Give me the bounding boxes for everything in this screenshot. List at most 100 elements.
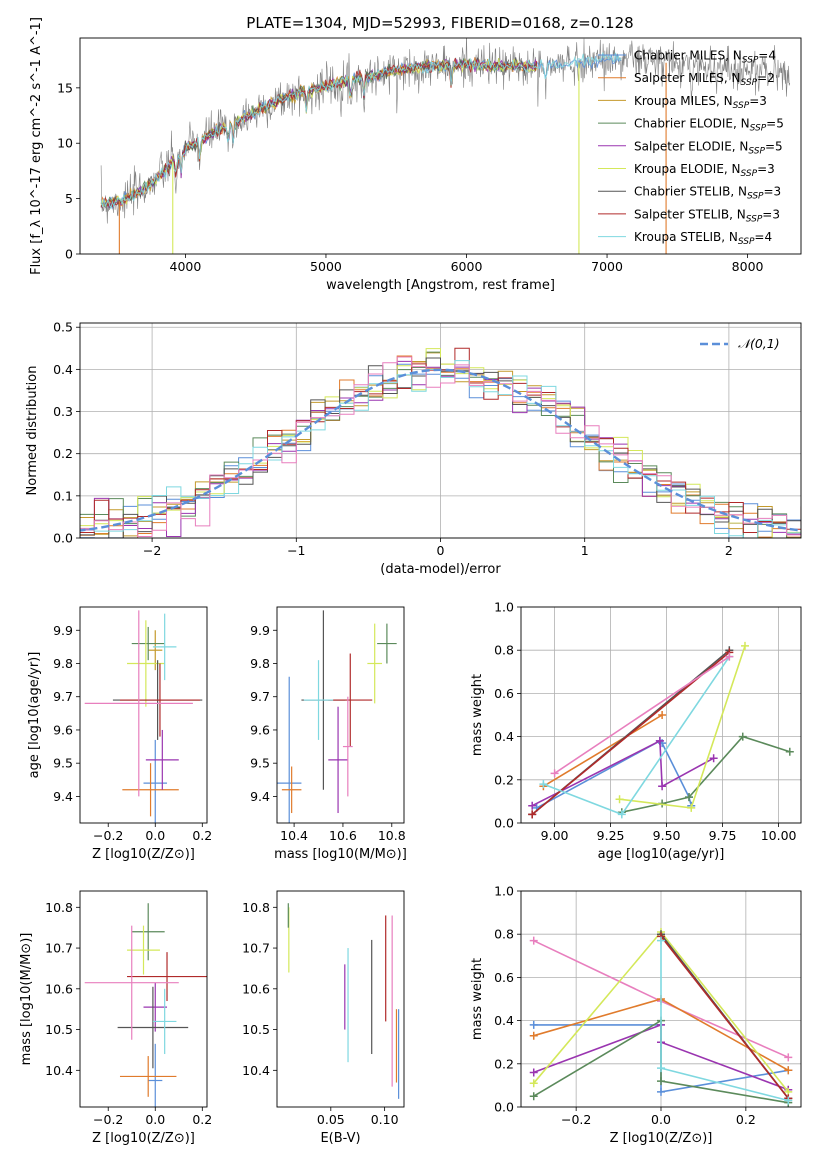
y-tick-label: 10.4 <box>242 1063 270 1078</box>
x-axis-label: wavelength [Angstrom, rest frame] <box>326 278 555 293</box>
y-tick-label: 10.5 <box>45 1022 73 1037</box>
x-axis-label: E(B-V) <box>320 1131 360 1146</box>
x-tick-label: −0.2 <box>93 828 123 843</box>
legend-label: 𝒩(0,1) <box>738 336 780 351</box>
legend-label: Kroupa ELODIE, NSSP=3 <box>634 162 775 179</box>
plot-area <box>80 347 801 538</box>
weight-point-marker <box>550 769 559 778</box>
x-tick-label: 2 <box>725 543 733 558</box>
y-axis-label: Flux [f_λ 10^-17 erg cm^-2 s^-1 A^-1] <box>29 17 44 275</box>
plot-area <box>100 38 791 254</box>
residual-histogram-step <box>80 356 801 537</box>
x-tick-label: 0.0 <box>145 828 165 843</box>
y-tick-label: 0.4 <box>494 1013 514 1028</box>
y-tick-label: 9.8 <box>53 656 73 671</box>
y-tick-label: 9.9 <box>250 623 270 638</box>
x-tick-label: 0.0 <box>145 1112 165 1127</box>
x-tick-label: −2 <box>143 543 161 558</box>
legend-label: Kroupa STELIB, NSSP=4 <box>634 230 772 247</box>
y-tick-label: 9.4 <box>53 789 73 804</box>
weight-point-marker <box>657 936 665 945</box>
y-tick-label: 10.7 <box>242 941 270 956</box>
weight-point-marker <box>657 1064 665 1073</box>
legend-label: Salpeter MILES, NSSP=2 <box>634 71 775 88</box>
x-axis-label: (data-model)/error <box>380 562 501 577</box>
y-tick-label: 10 <box>57 136 73 151</box>
axes-frame <box>79 890 208 1108</box>
y-tick-label: 0.0 <box>494 1100 514 1115</box>
x-tick-label: 9.75 <box>709 828 737 843</box>
x-tick-label: 1 <box>581 543 589 558</box>
y-tick-label: 9.6 <box>250 722 270 737</box>
weight-point-marker <box>685 793 693 802</box>
weight-point-marker <box>539 780 548 789</box>
x-tick-label: 9.50 <box>653 828 681 843</box>
y-axis-label: mass [log10(M/M⊙)] <box>19 933 34 1066</box>
plot-area <box>277 610 397 823</box>
weight-point-marker <box>687 803 696 812</box>
x-tick-label: 0.2 <box>192 1112 212 1127</box>
weight-series-line <box>531 739 714 807</box>
y-tick-label: 10.4 <box>45 1063 73 1078</box>
weight-point-marker <box>741 641 749 650</box>
model-spectrum-line <box>100 57 538 209</box>
weight-point-marker <box>528 801 537 810</box>
x-axis-label: Z [log10(Z/Z⊙)] <box>610 1131 713 1146</box>
y-axis-label: age [log10(age/yr)] <box>27 652 42 779</box>
mass-vs-ebv-panel: 0.05 0.10 10.4 10.5 10.6 10.7 10.8 E(B-V) <box>242 890 405 1146</box>
x-tick-label: 9.00 <box>541 828 569 843</box>
y-tick-label: 0.0 <box>494 816 514 831</box>
plot-area <box>528 641 794 819</box>
age-vs-metallicity-panel: −0.2 0.0 0.2 9.4 9.5 9.6 9.7 9.8 9.9 Z [log10(Z/Z… <box>27 606 212 862</box>
y-tick-label: 0 <box>65 247 73 262</box>
weight-series-line <box>542 714 663 787</box>
weight-point-marker <box>615 795 624 804</box>
weight-point-marker <box>658 782 667 791</box>
y-tick-label: 5 <box>65 191 73 206</box>
weight-vs-age-panel: 9.00 9.25 9.50 9.75 10.00 0.0 0.2 0.4 0.6 0.8 1.0 a… <box>470 600 802 862</box>
model-spectrum-line <box>100 57 537 208</box>
y-tick-label: 9.6 <box>53 722 73 737</box>
x-axis-label: mass [log10(M/M⊙)] <box>274 847 407 862</box>
x-tick-label: 0.0 <box>651 1112 671 1127</box>
weight-point-marker <box>784 1096 793 1105</box>
x-tick-label: 0.2 <box>192 828 212 843</box>
legend-label: Salpeter ELODIE, NSSP=5 <box>634 139 783 156</box>
weight-point-marker <box>529 1092 538 1101</box>
axes-frame <box>79 37 802 255</box>
y-tick-label: 0.4 <box>494 729 514 744</box>
y-tick-label: 0.1 <box>53 488 73 503</box>
model-spectrum-line <box>100 58 538 208</box>
y-tick-label: 0.8 <box>494 927 514 942</box>
axes-frame <box>276 606 405 824</box>
plot-area <box>84 610 203 823</box>
weight-point-marker <box>655 736 664 745</box>
x-tick-label: 7000 <box>591 259 623 274</box>
x-tick-label: 9.25 <box>597 828 625 843</box>
y-tick-label: 9.9 <box>53 623 73 638</box>
weight-point-marker <box>617 810 626 819</box>
weight-point-marker <box>784 1066 793 1075</box>
y-tick-label: 10.7 <box>45 941 73 956</box>
y-tick-label: 0.4 <box>53 362 73 377</box>
weight-series-line <box>660 935 789 1099</box>
y-tick-label: 1.0 <box>494 600 514 615</box>
legend-label: Chabrier STELIB, NSSP=3 <box>634 185 781 202</box>
weight-point-marker <box>529 1068 538 1077</box>
axes-frame <box>520 890 802 1108</box>
weight-point-marker <box>658 711 667 719</box>
axes-frame <box>79 322 802 539</box>
legend-label: Chabrier MILES, NSSP=4 <box>634 49 776 66</box>
y-tick-label: 0.3 <box>53 404 73 419</box>
legend-label: Chabrier ELODIE, NSSP=5 <box>634 117 784 134</box>
y-tick-label: 0.6 <box>494 970 514 985</box>
weight-point-marker <box>528 810 537 819</box>
y-axis-label: mass weight <box>470 958 485 1040</box>
model-spectrum-line <box>100 58 538 207</box>
y-tick-label: 9.7 <box>53 689 73 704</box>
x-tick-label: 5000 <box>310 259 342 274</box>
x-axis-label: Z [log10(Z/Z⊙)] <box>92 847 195 862</box>
model-spectrum-line <box>100 56 538 209</box>
axes-frame <box>79 606 208 824</box>
weight-point-marker <box>529 1079 538 1088</box>
